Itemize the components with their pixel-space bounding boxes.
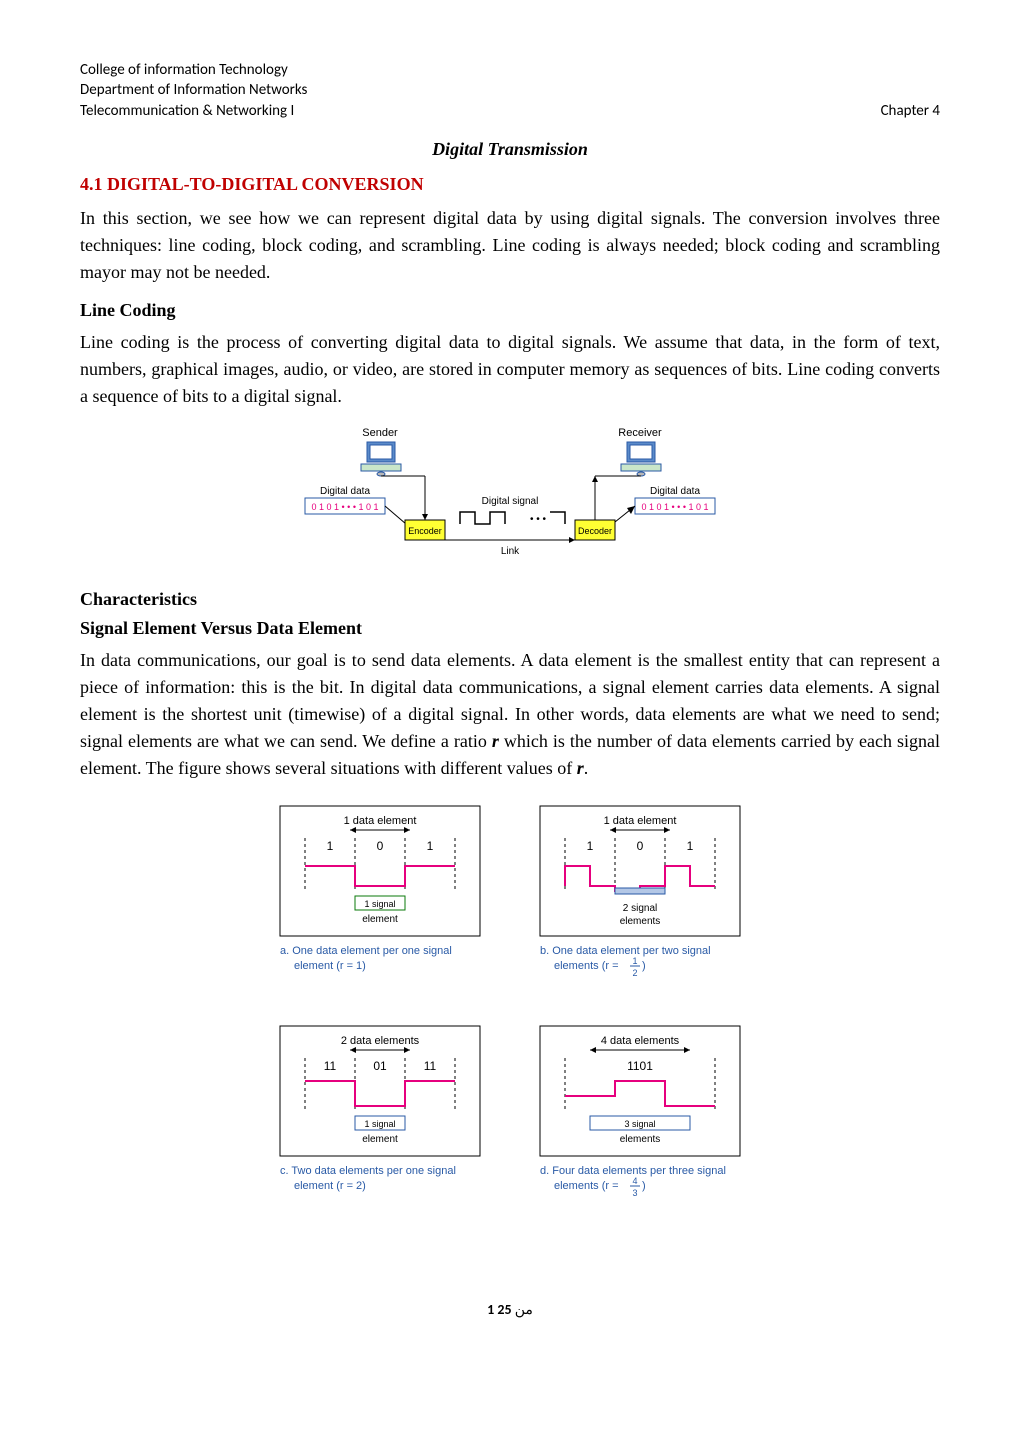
panel-d-bits: 1101 (627, 1059, 653, 1073)
label-receiver: Receiver (618, 427, 662, 439)
panel-b-bit-0: 1 (587, 839, 594, 853)
caption-d-num: 4 (632, 1176, 637, 1186)
header-line1: College of information Technology (80, 60, 940, 80)
characteristics-heading: Characteristics (80, 589, 940, 610)
panel-a-top-label: 1 data element (344, 815, 417, 827)
caption-b-num: 1 (632, 956, 637, 966)
panel-c-bit-2: 11 (424, 1059, 437, 1073)
header-line3-left: Telecommunication & Networking I (80, 101, 294, 121)
label-digital-data-left: Digital data (320, 486, 370, 497)
panel-c-bit-0: 11 (324, 1059, 337, 1073)
label-encoder: Encoder (408, 526, 442, 536)
section-heading: 4.1 DIGITAL-TO-DIGITAL CONVERSION (80, 174, 940, 195)
panel-b-top-label: 1 data element (604, 815, 677, 827)
caption-a-line1: a. One data element per one signal (280, 945, 452, 957)
caption-a-line2: element (r = 1) (294, 960, 366, 972)
caption-b-line1: b. One data element per two signal (540, 945, 711, 957)
caption-d-pre: elements (r = (554, 1180, 619, 1192)
panel-c-sig-word2: element (362, 1134, 398, 1145)
caption-b-post: ) (642, 960, 646, 972)
panel-c-bit-1: 01 (373, 1059, 387, 1073)
label-sender: Sender (362, 427, 398, 439)
line-coding-heading: Line Coding (80, 300, 940, 321)
label-link: Link (501, 546, 520, 557)
panel-d-sig-word2: elements (620, 1134, 661, 1145)
page-header: College of information Technology Depart… (80, 60, 940, 121)
caption-c-line2: element (r = 2) (294, 1180, 366, 1192)
label-decoder: Decoder (578, 526, 612, 536)
figure-ratio-panels: 1 data element 1 0 1 1 signal element a.… (80, 796, 940, 1271)
caption-b-den: 2 (632, 968, 637, 978)
para-1: In this section, we see how we can repre… (80, 205, 940, 286)
panel-a-sig-word1: 1 signal (364, 899, 395, 909)
panel-a-bit-0: 1 (327, 839, 334, 853)
panel-a-bit-1: 0 (377, 839, 384, 853)
doc-title: Digital Transmission (80, 139, 940, 160)
svg-text:• • •: • • • (530, 514, 547, 525)
label-digital-signal: Digital signal (482, 496, 539, 507)
panel-b-bit-2: 1 (687, 839, 694, 853)
header-line2: Department of Information Networks (80, 80, 940, 100)
para-3: In data communications, our goal is to s… (80, 647, 940, 782)
caption-c-line1: c. Two data elements per one signal (280, 1165, 456, 1177)
page-footer: 1 من 25 (80, 1301, 940, 1318)
caption-b-pre: elements (r = (554, 960, 619, 972)
panel-a-bit-2: 1 (427, 839, 434, 853)
label-digital-data-right: Digital data (650, 486, 700, 497)
panel-b-sig-word2: elements (620, 916, 661, 927)
panel-d-top-label: 4 data elements (601, 1035, 680, 1047)
panel-a-sig-word2: element (362, 914, 398, 925)
panel-c-top-label: 2 data elements (341, 1035, 420, 1047)
bits-right: 0 1 0 1 • • • 1 0 1 (642, 502, 709, 512)
caption-d-post: ) (642, 1180, 646, 1192)
panel-b-sig-word1: 2 signal (623, 903, 657, 914)
header-line3-right: Chapter 4 (881, 101, 940, 121)
panel-d-sig-word1: 3 signal (624, 1119, 655, 1129)
panel-c-sig-word1: 1 signal (364, 1119, 395, 1129)
figure-line-coding: Sender Receiver Digital data 0 1 0 1 • •… (80, 424, 940, 579)
bits-left: 0 1 0 1 • • • 1 0 1 (312, 502, 379, 512)
header-line3: Telecommunication & Networking I Chapter… (80, 101, 940, 121)
signal-element-heading: Signal Element Versus Data Element (80, 618, 940, 639)
caption-d-den: 3 (632, 1188, 637, 1198)
para-2: Line coding is the process of converting… (80, 329, 940, 410)
panel-b-bit-1: 0 (637, 839, 644, 853)
